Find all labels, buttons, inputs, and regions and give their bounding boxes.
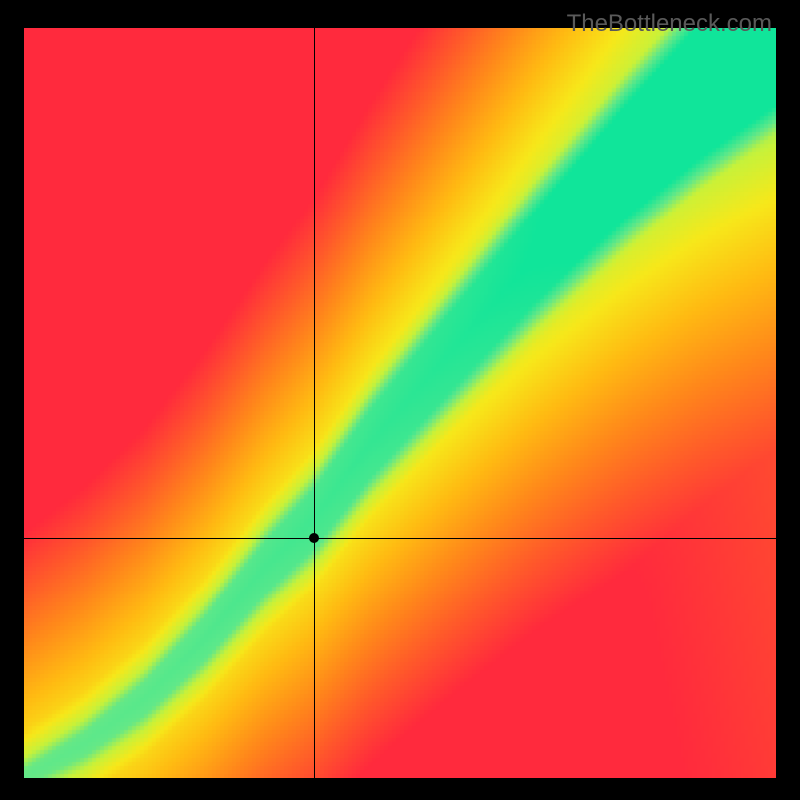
crosshair-horizontal (24, 538, 776, 539)
crosshair-marker (309, 533, 319, 543)
crosshair-vertical (314, 28, 315, 778)
heatmap-canvas (24, 28, 776, 778)
heatmap-plot (24, 28, 776, 778)
watermark-text: TheBottleneck.com (567, 10, 772, 38)
